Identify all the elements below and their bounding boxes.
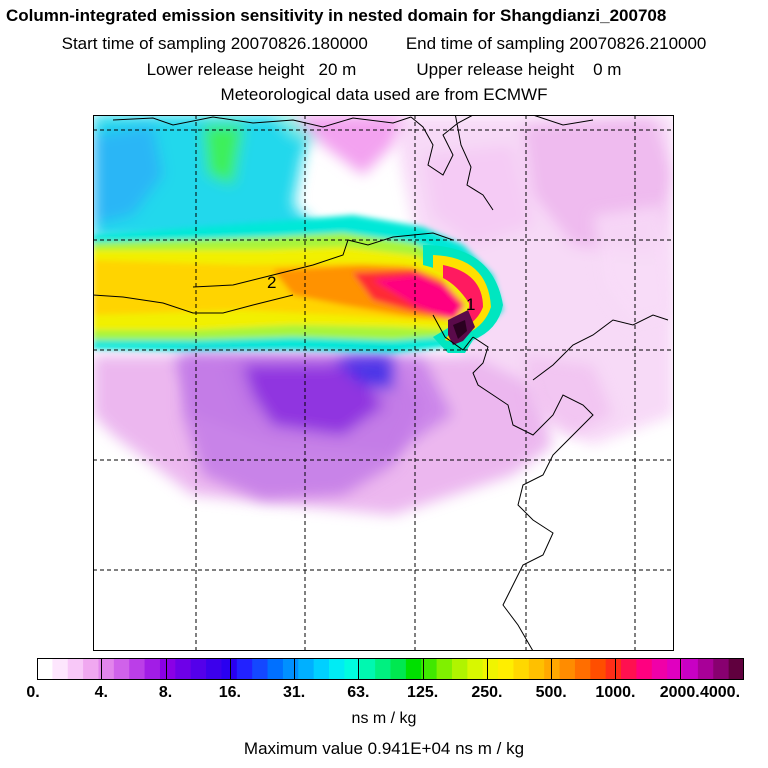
lat-lon-grid <box>93 115 674 651</box>
color-swatch <box>513 658 530 680</box>
color-swatch <box>252 658 269 680</box>
units-label: ns m / kg <box>351 710 417 727</box>
color-scale-tick-label: 31. <box>282 684 306 701</box>
color-scale-tick-label: 16. <box>218 684 241 701</box>
color-swatch <box>359 658 376 680</box>
map-title: Column-integrated emission sensitivity i… <box>6 6 667 25</box>
color-swatch <box>636 658 653 680</box>
color-swatch <box>83 658 100 680</box>
color-swatch <box>37 658 53 680</box>
color-swatch <box>206 658 223 680</box>
color-swatch <box>267 658 284 680</box>
color-swatch <box>405 658 422 680</box>
color-swatch <box>682 658 699 680</box>
point-label-1: 1 <box>466 295 475 314</box>
color-scale-tick-label: 63. <box>347 684 370 701</box>
map-frame <box>93 115 674 651</box>
color-swatch <box>221 658 238 680</box>
color-swatch <box>190 658 207 680</box>
color-scale-svg <box>37 658 745 680</box>
sensitivity-map: 2 1 <box>93 115 674 651</box>
color-swatch <box>728 658 745 680</box>
color-swatch <box>52 658 69 680</box>
color-swatch <box>159 658 176 680</box>
color-swatch <box>98 658 115 680</box>
met-data-label: Meteorological data used are from ECMWF <box>220 85 548 104</box>
color-swatch <box>113 658 130 680</box>
map-svg: 2 1 <box>93 115 674 651</box>
color-scale-tick-label: 4000. <box>699 684 741 701</box>
color-swatch <box>667 658 684 680</box>
color-swatch <box>590 658 607 680</box>
color-swatch <box>574 658 591 680</box>
color-swatch <box>329 658 345 680</box>
end-time-label: End time of sampling 20070826.210000 <box>405 34 707 53</box>
color-swatch <box>375 658 392 680</box>
lower-release-label: Lower release height 20 m <box>146 60 357 79</box>
color-scale-tick-label: 250. <box>471 684 503 701</box>
color-swatch <box>451 658 468 680</box>
color-swatch <box>236 658 253 680</box>
release-heights: Lower release height 20 m Upper release h… <box>0 60 768 80</box>
color-scale-tick-label: 500. <box>535 684 567 701</box>
color-swatch <box>144 658 161 680</box>
color-swatch <box>436 658 453 680</box>
color-swatch <box>498 658 515 680</box>
color-swatch <box>605 658 622 680</box>
point-label-2: 2 <box>267 273 276 292</box>
sampling-times: Start time of sampling 20070826.180000 En… <box>0 34 768 54</box>
color-swatch <box>175 658 192 680</box>
upper-release-label: Upper release height 0 m <box>416 60 622 79</box>
max-value-label: Maximum value 0.941E+04 ns m / kg <box>243 739 525 758</box>
color-scale <box>37 658 745 680</box>
color-swatch <box>482 658 499 680</box>
color-swatch <box>298 658 315 680</box>
color-scale-border <box>37 658 744 680</box>
color-swatch <box>528 658 545 680</box>
color-swatch <box>713 658 730 680</box>
color-swatch <box>313 658 330 680</box>
color-swatch <box>467 658 484 680</box>
color-swatch <box>129 658 146 680</box>
color-swatch <box>559 658 576 680</box>
color-swatch <box>544 658 561 680</box>
start-time-label: Start time of sampling 20070826.180000 <box>61 34 368 53</box>
color-swatch <box>697 658 714 680</box>
sensitivity-field: 2 1 <box>93 115 674 651</box>
color-swatch <box>344 658 361 680</box>
color-swatch <box>421 658 438 680</box>
color-swatch <box>621 658 638 680</box>
color-swatch <box>67 658 84 680</box>
color-swatch <box>390 658 407 680</box>
color-scale-tick-label: 0. <box>26 684 40 701</box>
color-scale-tick-label: 125. <box>407 684 439 701</box>
color-scale-tick-label: 8. <box>158 684 173 701</box>
color-swatch <box>282 658 299 680</box>
color-scale-tick-label: 1000. <box>595 684 636 701</box>
color-scale-tick-label: 4. <box>94 684 108 701</box>
color-scale-tick-label: 2000. <box>659 684 700 701</box>
color-swatch <box>651 658 668 680</box>
